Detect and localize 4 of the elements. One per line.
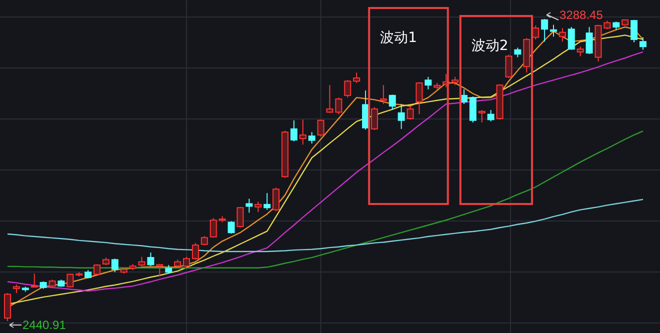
annotation: 波动1: [380, 30, 418, 46]
annotation: 2440.91: [22, 318, 66, 332]
annotation: 波动2: [471, 38, 508, 54]
annotation: 3288.45: [560, 8, 604, 22]
